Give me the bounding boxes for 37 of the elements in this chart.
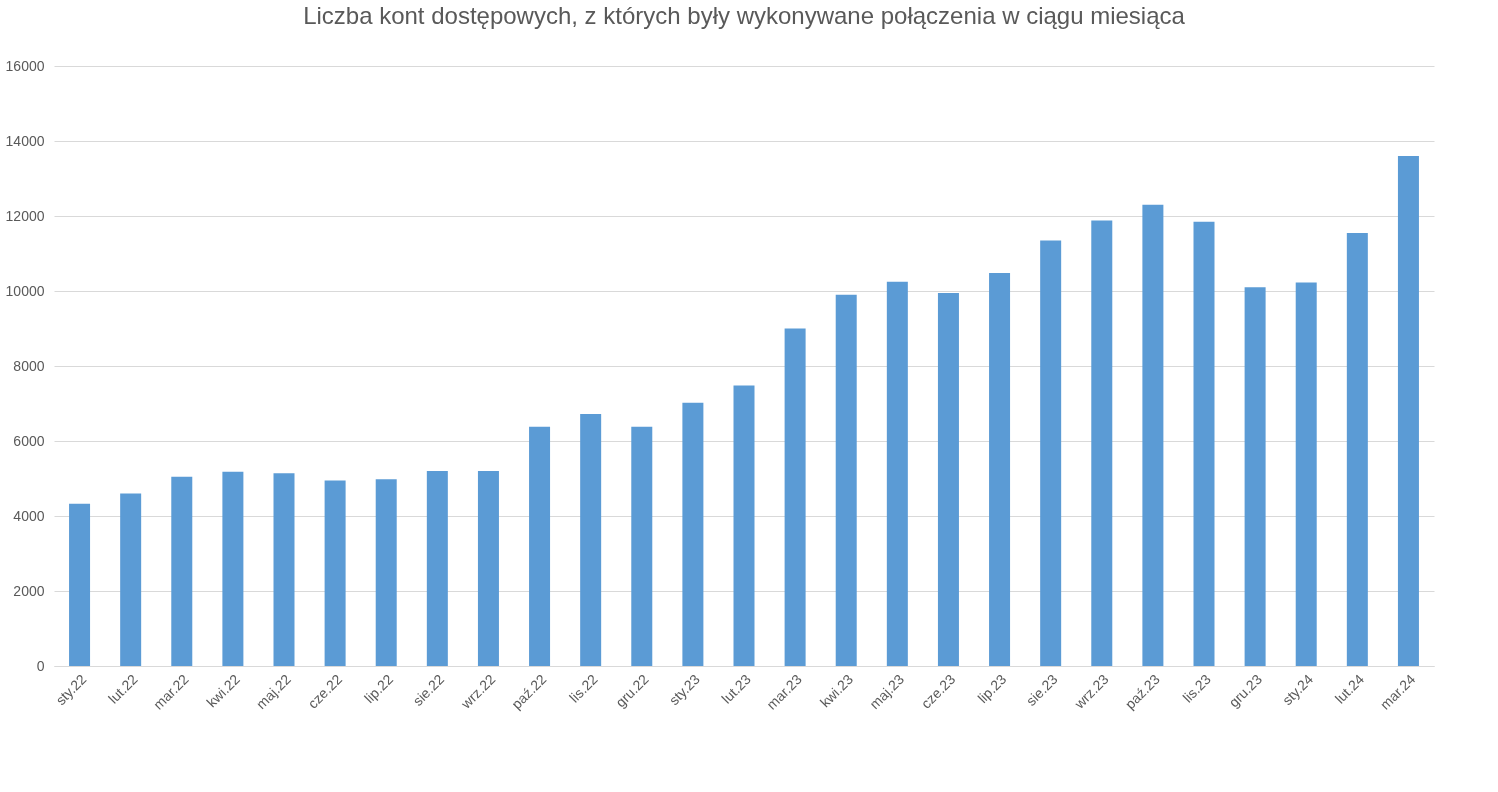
y-tick-label: 12000	[5, 207, 45, 224]
y-tick-label: 2000	[13, 582, 45, 599]
bar	[631, 426, 653, 666]
y-tick-label: 14000	[5, 132, 45, 149]
bar	[324, 480, 346, 666]
y-tick-label: 16000	[5, 57, 45, 74]
bar	[886, 281, 908, 666]
bar	[69, 503, 91, 666]
bar	[120, 493, 142, 666]
bar	[375, 479, 397, 666]
bar	[1346, 232, 1368, 666]
bar	[733, 385, 755, 666]
bar	[989, 273, 1011, 666]
y-tick-label: 8000	[13, 357, 45, 374]
bar	[171, 476, 193, 666]
bar	[1244, 287, 1266, 666]
bar	[273, 473, 295, 666]
y-tick-label: 6000	[13, 432, 45, 449]
bar	[1397, 156, 1419, 666]
bar	[529, 426, 551, 666]
bar	[1295, 282, 1317, 666]
bar	[835, 294, 857, 666]
bar	[1193, 221, 1215, 666]
bar	[682, 402, 704, 666]
bar	[477, 471, 499, 666]
bar	[580, 414, 602, 666]
bar	[1040, 240, 1062, 666]
bar	[426, 471, 448, 666]
bar	[937, 292, 959, 666]
y-tick-label: 0	[36, 657, 45, 674]
bar	[222, 471, 244, 666]
chart-title: Liczba kont dostępowych, z których były wykonywane połączenia w ciągu miesiąca	[303, 2, 1186, 29]
y-tick-label: 4000	[13, 507, 45, 524]
y-tick-label: 10000	[5, 282, 45, 299]
bar	[1142, 204, 1164, 666]
bar	[784, 328, 806, 666]
bar	[1091, 220, 1113, 666]
